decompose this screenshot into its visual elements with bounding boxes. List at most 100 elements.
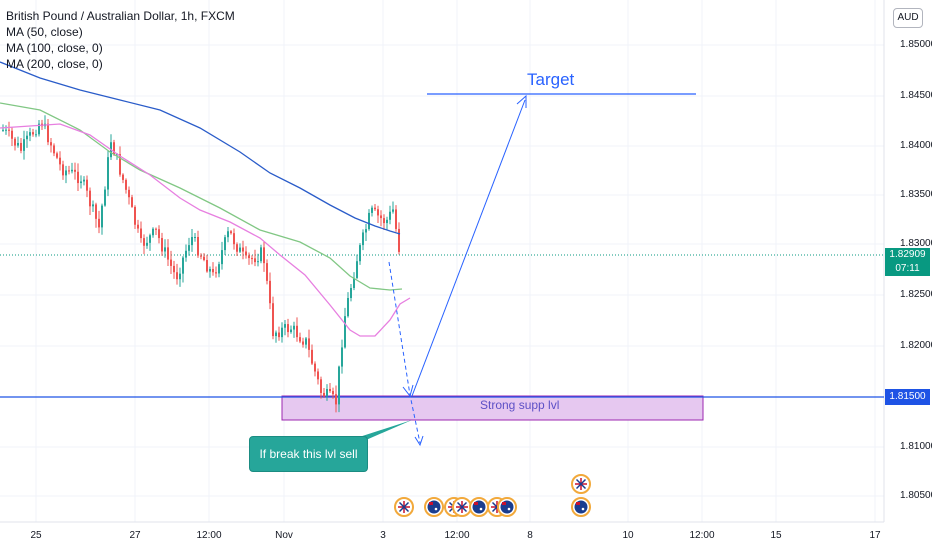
candle-body [371,207,373,213]
candle-body [260,247,262,262]
candle-body [152,228,154,236]
candle-body [275,332,277,337]
candle-body [146,242,148,246]
candle-body [386,219,388,224]
price-tick: 1.82500 [900,289,932,300]
candle-body [11,130,13,139]
projection-arrow-up[interactable] [411,99,526,397]
candle-body [248,255,250,259]
candle-body [392,209,394,212]
candle-body [8,129,10,131]
candle-body [263,247,265,264]
candle-body [209,268,211,272]
candle-body [293,325,295,330]
candle-body [374,207,376,210]
time-tick: 12:00 [196,530,222,541]
candle-body [227,231,229,238]
candle-body [398,228,400,252]
economic-events [394,474,591,517]
time-tick: 3 [380,530,386,541]
price-tick: 1.80500 [900,490,932,501]
candle-body [95,204,97,219]
candle-body [77,171,79,184]
time-tick: 25 [30,530,42,541]
candle-body [317,371,319,380]
candle-body [299,337,301,342]
candlestick-series [2,115,400,413]
au-flag-icon[interactable] [469,497,489,517]
time-tick: 12:00 [444,530,470,541]
candle-body [158,229,160,239]
chart-grid [0,0,884,522]
candle-body [26,135,28,140]
price-tick: 1.82000 [900,340,932,351]
callout-pointer [350,420,412,440]
candle-body [311,349,313,364]
candle-body [212,268,214,273]
candle-body [362,232,364,246]
candle-body [245,251,247,256]
candle-body [68,170,70,172]
candle-body [335,394,337,405]
currency-button[interactable]: AUD [893,8,923,28]
candle-body [191,237,193,246]
candle-body [305,338,307,345]
candle-body [71,169,73,172]
sell-callout[interactable]: If break this lvl sell [249,436,368,472]
candle-body [368,212,370,230]
candle-body [47,123,49,143]
au-flag-icon[interactable] [424,497,444,517]
uk-flag-icon[interactable] [571,474,591,494]
candle-body [17,142,19,146]
support-zone[interactable] [281,395,704,421]
candle-body [350,287,352,299]
price-tick: 1.84500 [900,90,932,101]
uk-flag-icon[interactable] [452,497,472,517]
au-flag-icon[interactable] [571,497,591,517]
candle-body [176,272,178,280]
candle-body [80,181,82,184]
candle-body [197,236,199,256]
candle-body [86,179,88,191]
candle-body [395,209,397,229]
candle-body [251,258,253,260]
chart-legend: British Pound / Australian Dollar, 1h, F… [6,8,235,72]
uk-flag-icon[interactable] [394,497,414,517]
arrow-up-head-icon [516,94,527,108]
ma200-legend[interactable]: MA (200, close, 0) [6,57,103,71]
candle-body [149,235,151,243]
arrow-down-head-icon [402,384,414,398]
candle-body [113,142,115,155]
candle-body [23,139,25,151]
candle-body [221,250,223,265]
ma50-legend[interactable]: MA (50, close) [6,25,83,39]
ma100-legend[interactable]: MA (100, close, 0) [6,41,103,55]
symbol-title[interactable]: British Pound / Australian Dollar, 1h, F… [6,9,235,23]
ma100-line [0,123,411,337]
candle-body [314,363,316,372]
time-tick: 15 [770,530,782,541]
price-tick: 1.84000 [900,140,932,151]
au-flag-icon[interactable] [497,497,517,517]
candle-body [278,332,280,338]
candle-body [224,237,226,251]
target-label[interactable]: Target [527,70,575,89]
candle-body [308,338,310,350]
candle-body [320,379,322,393]
candle-body [230,231,232,234]
candle-body [134,206,136,225]
candle-body [218,264,220,274]
candle-body [2,129,4,131]
candle-body [200,255,202,257]
candle-body [272,303,274,337]
candle-body [359,245,361,262]
candle-body [155,228,157,230]
support-zone-label[interactable]: Strong supp lvl [480,398,560,412]
candle-body [281,327,283,338]
time-tick: Nov [275,530,293,541]
candle-body [182,257,184,274]
candle-body [143,238,145,246]
arrow-down-end-icon [414,435,424,447]
candle-body [257,261,259,263]
